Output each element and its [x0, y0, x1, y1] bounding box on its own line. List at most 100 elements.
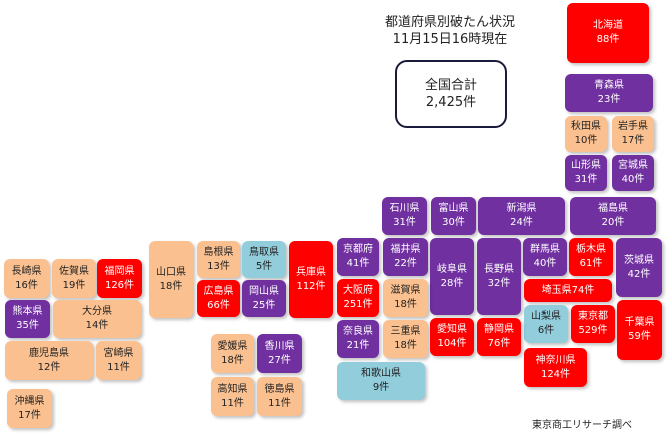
prefecture-name: 東京都 — [578, 311, 608, 322]
prefecture-name: 石川県 — [389, 203, 420, 214]
prefecture-tile: 島根県 13件 — [197, 241, 240, 278]
prefecture-tile: 茨城県 42件 — [616, 238, 662, 297]
prefecture-tile: 石川県 31件 — [382, 197, 427, 235]
prefecture-name: 和歌山県 — [361, 368, 401, 379]
prefecture-tile: 東京都 529件 — [571, 305, 615, 343]
map-title: 都道府県別破たん状況 11月15日16時現在 — [360, 14, 540, 48]
prefecture-tile: 愛知県 104件 — [430, 318, 474, 356]
prefecture-count: 529件 — [578, 325, 608, 336]
prefecture-tile: 福井県 22件 — [383, 238, 428, 276]
prefecture-count: 104件 — [437, 338, 467, 349]
prefecture-name: 兵庫県 — [296, 266, 326, 278]
total-label: 全国合計 — [424, 78, 477, 93]
prefecture-count: 14件 — [85, 320, 109, 331]
prefecture-name: 岡山県 — [249, 285, 279, 297]
prefecture-name: 栃木県 — [576, 244, 606, 255]
prefecture-name: 愛媛県 — [217, 340, 248, 352]
prefecture-tile: 岩手県 17件 — [612, 116, 654, 152]
prefecture-name: 山形県 — [571, 160, 601, 171]
prefecture-count: 124件 — [540, 368, 571, 380]
prefecture-tile: 青森県 23件 — [565, 74, 653, 112]
prefecture-name: 熊本県 — [12, 306, 43, 317]
prefecture-tile: 福島県 20件 — [570, 197, 656, 235]
prefecture-tile: 長野県 32件 — [477, 238, 521, 315]
prefecture-tile: 山梨県 6件 — [524, 305, 568, 343]
prefecture-name: 福島県 — [598, 203, 628, 214]
prefecture-tile: 北海道 88件 — [567, 3, 649, 63]
prefecture-count: 11件 — [221, 397, 244, 409]
prefecture-name: 島根県 — [203, 246, 234, 258]
prefecture-count: 16件 — [15, 279, 38, 291]
prefecture-count: 40件 — [533, 258, 557, 269]
prefecture-count: 11件 — [268, 397, 291, 409]
prefecture-count: 112件 — [296, 280, 326, 292]
prefecture-tile: 神奈川県 124件 — [524, 348, 587, 387]
prefecture-count: 18件 — [394, 340, 417, 351]
prefecture-name: 高知県 — [217, 383, 248, 395]
prefecture-name: 北海道 — [593, 20, 623, 31]
prefecture-count: 61件 — [579, 258, 603, 269]
prefecture-count: 76件 — [487, 338, 511, 349]
prefecture-name: 富山県 — [438, 203, 469, 214]
prefecture-tile: 奈良県 21件 — [337, 320, 379, 358]
prefecture-count: 88件 — [596, 34, 620, 45]
prefecture-name: 大分県 — [82, 306, 112, 317]
prefecture-count: 17件 — [621, 135, 645, 146]
prefecture-count: 12件 — [37, 361, 61, 373]
prefecture-name: 広島県 — [203, 285, 234, 297]
prefecture-count: 41件 — [346, 258, 370, 269]
prefecture-name: 香川県 — [264, 340, 295, 352]
prefecture-count: 24件 — [510, 217, 533, 228]
prefecture-count: 5件 — [255, 260, 273, 272]
prefecture-name: 沖縄県 — [14, 395, 45, 407]
prefecture-name: 長崎県 — [11, 265, 42, 277]
title-line-1: 都道府県別破たん状況 — [384, 15, 515, 30]
prefecture-name: 茨城県 — [624, 254, 654, 266]
prefecture-count: 251件 — [343, 299, 373, 310]
prefecture-count: 23件 — [597, 94, 621, 105]
prefecture-name: 秋田県 — [571, 121, 601, 132]
prefecture-name: 鹿児島県 — [29, 347, 69, 359]
prefecture-tile: 千葉県 59件 — [617, 300, 662, 360]
prefecture-count: 126件 — [104, 279, 135, 291]
prefecture-count: 25件 — [252, 299, 276, 311]
prefecture-tile: 福岡県 126件 — [97, 259, 142, 298]
prefecture-tile: 三重県 18件 — [383, 320, 428, 358]
prefecture-name: 京都府 — [343, 244, 373, 255]
prefecture-count: 74件 — [571, 284, 595, 296]
prefecture-count: 35件 — [16, 320, 39, 331]
prefecture-tile: 沖縄県 17件 — [7, 389, 52, 428]
prefecture-count: 32件 — [487, 277, 511, 289]
prefecture-count: 6件 — [537, 325, 555, 336]
prefecture-count: 22件 — [394, 258, 417, 269]
prefecture-tile: 静岡県 76件 — [477, 318, 521, 356]
prefecture-count: 31件 — [574, 174, 598, 185]
prefecture-name: 静岡県 — [484, 324, 514, 335]
prefecture-count: 11件 — [107, 361, 130, 373]
prefecture-tile: 高知県 11件 — [211, 377, 254, 416]
prefecture-count: 13件 — [207, 260, 230, 272]
source-credit: 東京商工リサーチ調べ — [532, 420, 632, 431]
prefecture-count: 30件 — [442, 217, 465, 228]
prefecture-count: 17件 — [18, 409, 41, 421]
prefecture-name: 徳島県 — [264, 383, 295, 395]
prefecture-name: 千葉県 — [624, 317, 655, 328]
prefecture-name: 長野県 — [484, 263, 514, 275]
prefecture-count: 27件 — [268, 354, 291, 366]
prefecture-count: 21件 — [346, 340, 370, 351]
prefecture-name: 岩手県 — [618, 121, 648, 132]
prefecture-tile: 富山県 30件 — [431, 197, 476, 235]
prefecture-tile: 愛媛県 18件 — [211, 334, 254, 373]
national-total-box: 全国合計 2,425件 — [395, 60, 507, 128]
prefecture-name: 福井県 — [390, 244, 421, 255]
prefecture-name: 神奈川県 — [535, 354, 576, 366]
prefecture-tile: 佐賀県 19件 — [52, 259, 96, 298]
prefecture-name: 山梨県 — [531, 311, 561, 322]
prefecture-tile: 鹿児島県 12件 — [5, 341, 93, 380]
prefecture-count: 18件 — [394, 299, 417, 310]
prefecture-tile: 宮城県 40件 — [612, 155, 654, 191]
prefecture-count: 20件 — [601, 217, 625, 228]
prefecture-tile: 熊本県 35件 — [5, 300, 50, 338]
prefecture-name: 三重県 — [390, 326, 421, 337]
prefecture-count: 59件 — [628, 331, 651, 342]
